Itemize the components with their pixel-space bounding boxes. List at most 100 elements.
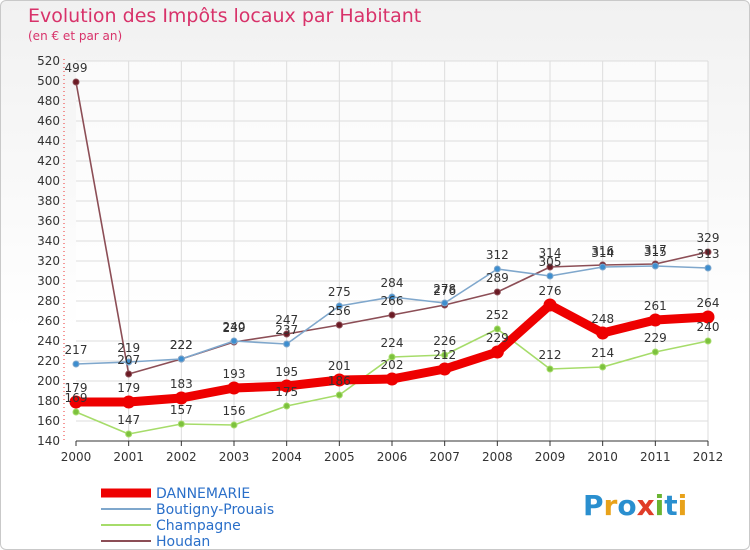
x-tick-label: 2010 bbox=[587, 450, 618, 464]
data-label: 275 bbox=[328, 285, 351, 299]
data-point bbox=[651, 348, 659, 356]
data-point bbox=[125, 430, 133, 438]
data-point bbox=[72, 78, 80, 86]
data-label: 179 bbox=[117, 381, 140, 395]
data-label: 305 bbox=[539, 255, 562, 269]
data-label: 314 bbox=[539, 246, 562, 260]
data-label: 316 bbox=[591, 244, 614, 258]
data-point bbox=[69, 395, 83, 409]
data-label: 284 bbox=[381, 276, 404, 290]
data-label: 217 bbox=[65, 343, 88, 357]
chart-subtitle: (en € et par an) bbox=[28, 29, 123, 43]
y-tick-label: 440 bbox=[37, 134, 60, 148]
data-point bbox=[546, 272, 554, 280]
data-label: 202 bbox=[381, 358, 404, 372]
legend-label: Boutigny-Prouais bbox=[156, 502, 274, 518]
x-tick-label: 2003 bbox=[219, 450, 250, 464]
x-tick-label: 2004 bbox=[271, 450, 302, 464]
data-point bbox=[493, 288, 501, 296]
data-label: 157 bbox=[170, 403, 193, 417]
y-tick-label: 180 bbox=[37, 394, 60, 408]
x-tick-label: 2012 bbox=[693, 450, 724, 464]
x-tick-label: 2002 bbox=[166, 450, 197, 464]
data-point bbox=[125, 358, 133, 366]
x-tick-label: 2007 bbox=[429, 450, 460, 464]
data-point bbox=[546, 365, 554, 373]
logo-letter: i bbox=[677, 489, 688, 522]
legend-label: Houdan bbox=[156, 534, 210, 549]
data-point bbox=[701, 310, 715, 324]
data-label: 201 bbox=[328, 359, 351, 373]
data-label: 317 bbox=[644, 243, 667, 257]
data-point bbox=[332, 373, 346, 387]
legend-label: Champagne bbox=[156, 518, 241, 534]
data-point bbox=[122, 395, 136, 409]
data-label: 212 bbox=[433, 348, 456, 362]
data-point bbox=[177, 355, 185, 363]
y-tick-label: 160 bbox=[37, 414, 60, 428]
data-label: 193 bbox=[223, 367, 246, 381]
data-label: 289 bbox=[486, 271, 509, 285]
data-label: 195 bbox=[275, 365, 298, 379]
y-tick-label: 500 bbox=[37, 74, 60, 88]
data-point bbox=[283, 340, 291, 348]
data-label: 175 bbox=[275, 385, 298, 399]
y-tick-label: 300 bbox=[37, 274, 60, 288]
y-tick-label: 420 bbox=[37, 154, 60, 168]
data-label: 212 bbox=[539, 348, 562, 362]
data-point bbox=[335, 391, 343, 399]
y-tick-label: 260 bbox=[37, 314, 60, 328]
x-tick-label: 2008 bbox=[482, 450, 513, 464]
y-tick-label: 520 bbox=[37, 54, 60, 68]
logo-letter: x bbox=[636, 489, 655, 522]
y-tick-label: 200 bbox=[37, 374, 60, 388]
data-label: 207 bbox=[117, 353, 140, 367]
data-point bbox=[335, 321, 343, 329]
data-point bbox=[596, 326, 610, 340]
y-tick-label: 320 bbox=[37, 254, 60, 268]
data-point bbox=[441, 351, 449, 359]
data-label: 222 bbox=[170, 338, 193, 352]
x-tick-label: 2005 bbox=[324, 450, 355, 464]
data-label: 169 bbox=[65, 391, 88, 405]
data-point bbox=[283, 330, 291, 338]
data-point bbox=[388, 293, 396, 301]
data-point bbox=[493, 325, 501, 333]
data-point bbox=[599, 263, 607, 271]
chart-title: Evolution des Impôts locaux par Habitant bbox=[28, 5, 422, 27]
logo-letter: P bbox=[583, 489, 604, 522]
data-label: 237 bbox=[275, 323, 298, 337]
y-tick-label: 400 bbox=[37, 174, 60, 188]
data-label: 499 bbox=[65, 61, 88, 75]
data-point bbox=[230, 421, 238, 429]
data-point bbox=[283, 402, 291, 410]
logo-letter: r bbox=[603, 489, 618, 522]
data-point bbox=[125, 370, 133, 378]
x-tick-label: 2000 bbox=[61, 450, 92, 464]
data-label: 239 bbox=[223, 321, 246, 335]
x-tick-label: 2009 bbox=[535, 450, 566, 464]
data-label: 276 bbox=[433, 284, 456, 298]
data-label: 315 bbox=[644, 245, 667, 259]
data-label: 240 bbox=[697, 320, 720, 334]
data-point bbox=[177, 420, 185, 428]
data-label: 252 bbox=[486, 308, 509, 322]
data-label: 256 bbox=[328, 304, 351, 318]
data-label: 224 bbox=[381, 336, 404, 350]
data-point bbox=[546, 263, 554, 271]
data-point bbox=[72, 408, 80, 416]
y-tick-label: 480 bbox=[37, 94, 60, 108]
data-label: 248 bbox=[591, 312, 614, 326]
logo-letter: o bbox=[617, 489, 637, 522]
x-tick-label: 2001 bbox=[113, 450, 144, 464]
data-point bbox=[388, 311, 396, 319]
data-label: 313 bbox=[697, 247, 720, 261]
data-label: 147 bbox=[117, 413, 140, 427]
data-point bbox=[335, 302, 343, 310]
data-label: 219 bbox=[117, 341, 140, 355]
data-label: 222 bbox=[170, 338, 193, 352]
x-tick-label: 2011 bbox=[640, 450, 671, 464]
data-label: 314 bbox=[591, 246, 614, 260]
